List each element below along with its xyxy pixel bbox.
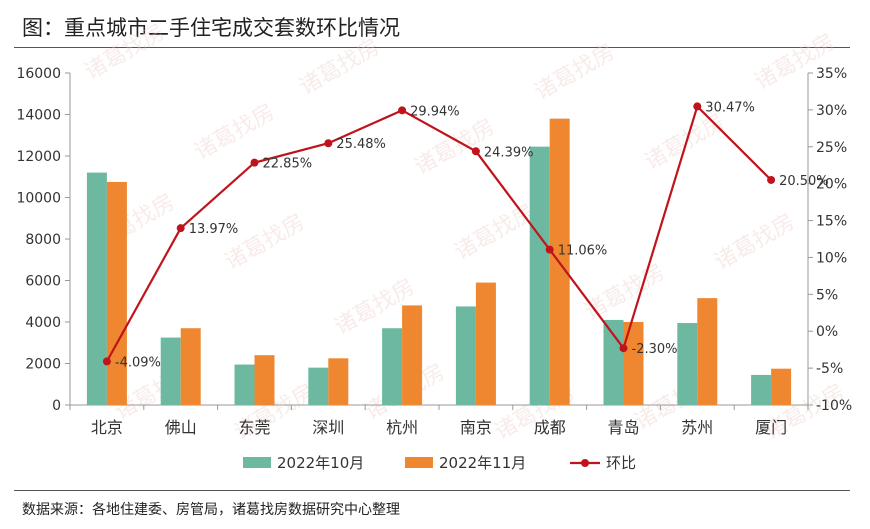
bar-oct-2022 [603,319,624,405]
category-label: 佛山 [165,418,197,437]
left-tick-label: 10000 [16,191,61,207]
right-tick-label: -5% [816,361,843,377]
bar-oct-2022 [382,328,403,405]
bar-nov-2022 [771,368,792,405]
right-tick-label: 25% [816,140,847,156]
right-tick-label: 20% [816,177,847,193]
category-label: 北京 [91,418,123,437]
right-tick-label: 35% [816,66,847,82]
right-tick-label: -10% [816,398,852,414]
category-label: 杭州 [386,418,418,437]
category-label: 厦门 [755,418,787,437]
bar-oct-2022 [455,306,476,405]
bar-oct-2022 [160,337,181,405]
watermark-text: 诸葛找房 [81,20,170,86]
mom-data-label: 11.06% [558,244,608,259]
watermark-text: 诸葛找房 [751,30,840,96]
right-tick-label: 15% [816,214,847,230]
category-label: 苏州 [681,418,713,437]
bar-nov-2022 [106,181,127,405]
mom-point [693,102,702,111]
legend-swatch [405,457,433,468]
left-tick-label: 6000 [25,274,61,290]
mom-point [324,139,333,148]
source-divider [14,490,850,491]
left-tick-label: 12000 [16,149,61,165]
mom-point [619,344,628,353]
mom-data-label: 25.48% [336,137,386,152]
mom-data-label: 30.47% [705,100,755,115]
mom-point [767,175,776,184]
mom-data-label: 22.85% [263,157,313,172]
mom-data-label: 13.97% [189,222,239,237]
left-tick-label: 4000 [25,315,61,331]
bar-oct-2022 [234,364,255,405]
watermark-text: 诸葛找房 [191,100,280,166]
left-tick-label: 16000 [16,66,61,82]
legend-label: 环比 [606,454,636,472]
legend-swatch [243,457,271,468]
mom-point [398,106,407,115]
bar-oct-2022 [751,374,772,405]
right-tick-label: 30% [816,103,847,119]
watermark-text: 诸葛找房 [641,110,730,176]
watermark-text: 诸葛找房 [531,40,620,106]
category-label: 成都 [534,418,566,437]
mom-point [545,245,554,254]
mom-data-label: -2.30% [632,342,678,357]
bar-nov-2022 [402,305,423,405]
legend-label: 2022年11月 [439,454,526,472]
mom-point [250,158,259,167]
mom-point [102,357,111,366]
data-source-note: 数据来源：各地住建委、房管局，诸葛找房数据研究中心整理 [22,502,400,518]
category-label: 深圳 [312,418,344,437]
left-tick-label: 14000 [16,108,61,124]
bar-nov-2022 [328,358,349,405]
left-tick-label: 2000 [25,357,61,373]
mom-data-label: 20.50% [779,174,829,189]
mom-data-label: 24.39% [484,145,534,160]
right-tick-label: 10% [816,250,847,266]
right-tick-label: 5% [816,287,838,303]
category-label: 东莞 [238,418,270,437]
mom-data-label: -4.09% [115,355,161,370]
bar-nov-2022 [697,298,718,405]
chart-title: 图：重点城市二手住宅成交套数环比情况 [22,16,400,40]
left-tick-label: 8000 [25,232,61,248]
bar-nov-2022 [254,355,275,405]
mom-point [176,224,185,233]
mom-point [471,147,480,156]
bar-nov-2022 [180,328,201,405]
legend-marker [581,459,589,467]
bar-oct-2022 [308,367,329,405]
category-label: 南京 [460,418,492,437]
bar-nov-2022 [475,282,496,405]
bar-nov-2022 [623,322,644,405]
mom-line [105,104,772,362]
left-tick-label: 0 [52,398,61,414]
right-tick-label: 0% [816,324,838,340]
bar-oct-2022 [86,172,107,405]
watermark-text: 诸葛找房 [581,260,670,326]
watermark-text: 诸葛找房 [451,200,540,266]
mom-data-label: 29.94% [410,104,460,119]
bar-oct-2022 [529,146,550,405]
watermark-text: 诸葛找房 [296,35,385,101]
legend-label: 2022年10月 [277,454,364,472]
watermark-text: 诸葛找房 [221,210,310,276]
bar-oct-2022 [677,323,698,405]
title-divider [14,47,850,48]
watermark-text: 诸葛找房 [711,210,800,276]
category-label: 青岛 [607,418,639,437]
